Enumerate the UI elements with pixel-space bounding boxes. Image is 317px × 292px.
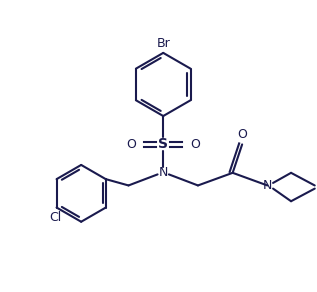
Text: Cl: Cl [49,211,61,224]
Text: N: N [263,179,272,192]
Text: N: N [158,166,168,179]
Text: Br: Br [156,37,170,50]
Text: O: O [190,138,200,151]
Text: O: O [237,128,247,141]
Text: S: S [158,138,168,152]
Text: O: O [126,138,136,151]
